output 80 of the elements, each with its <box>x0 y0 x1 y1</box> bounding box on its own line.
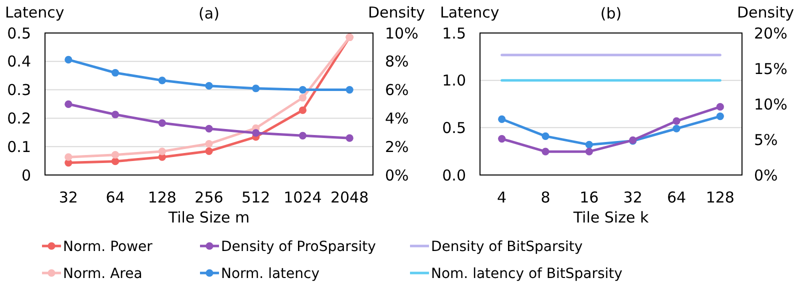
legend-label: Norm. latency <box>221 266 320 282</box>
y2-axis-title: Density <box>368 3 426 22</box>
y2-tick-label: 10% <box>754 95 788 114</box>
x-tick-label: 2048 <box>330 188 369 206</box>
point <box>298 106 307 114</box>
point <box>64 56 72 64</box>
y-tick-label: 0 <box>21 166 31 184</box>
point <box>585 140 593 149</box>
y2-tick-label: 0% <box>754 166 778 184</box>
point <box>158 119 166 127</box>
y2-tick-label: 0% <box>385 166 409 184</box>
point <box>205 140 213 148</box>
legend-label: Norm. Area <box>63 266 142 282</box>
y-tick-label: 0.2 <box>7 109 31 128</box>
x-axis-title: Tile Size m <box>167 208 250 226</box>
x-axis-title: Tile Size k <box>572 208 649 226</box>
point <box>252 84 260 92</box>
point <box>298 94 307 102</box>
y2-tick-label: 2% <box>385 138 409 156</box>
point <box>64 100 72 108</box>
y2-tick-label: 15% <box>754 60 788 78</box>
point <box>111 151 120 159</box>
y2-tick-label: 4% <box>385 109 409 128</box>
x-tick-label: 32 <box>58 188 78 206</box>
legend-label: Nom. latency of BitSparsity <box>431 266 622 282</box>
point <box>585 148 593 156</box>
x-tick-label: 256 <box>194 188 224 206</box>
y-tick-label: 0.0 <box>442 166 466 184</box>
y-axis-title: Latency <box>5 3 64 22</box>
x-tick-label: 1024 <box>284 188 322 206</box>
point <box>672 117 680 125</box>
x-tick-label: 8 <box>540 188 550 206</box>
y-tick-label: 0.3 <box>7 81 31 100</box>
x-tick-label: 64 <box>106 188 125 206</box>
y-tick-label: 0.1 <box>7 138 31 156</box>
y2-axis-title: Density <box>736 3 794 22</box>
point <box>158 148 166 156</box>
point <box>111 110 120 118</box>
y2-tick-label: 6% <box>385 81 409 100</box>
point <box>111 68 120 77</box>
point <box>205 147 213 155</box>
point <box>346 134 354 142</box>
y2-tick-label: 5% <box>754 130 778 149</box>
chart-title: (a) <box>198 4 220 22</box>
point <box>716 112 724 120</box>
point <box>158 76 166 84</box>
x-tick-label: 128 <box>148 188 176 206</box>
point <box>252 129 260 137</box>
point <box>542 132 550 140</box>
point <box>298 132 307 140</box>
y-tick-label: 0.4 <box>7 52 31 71</box>
point <box>205 124 213 133</box>
y-axis-title: Latency <box>440 3 500 22</box>
legend-label: Norm. Power <box>63 238 153 255</box>
y-tick-label: 0.5 <box>442 118 466 137</box>
x-tick-label: 128 <box>706 188 734 206</box>
legend-label: Density of BitSparsity <box>431 238 583 255</box>
point <box>205 82 213 90</box>
y-tick-label: 1.5 <box>442 24 466 42</box>
x-tick-label: 64 <box>666 188 686 206</box>
legend-label: Density of ProSparsity <box>221 238 376 255</box>
point <box>498 134 506 143</box>
y2-tick-label: 8% <box>385 52 409 71</box>
x-tick-label: 512 <box>242 188 270 206</box>
x-tick-label: 4 <box>497 188 507 206</box>
y2-tick-label: 10% <box>385 24 418 42</box>
point <box>542 148 550 156</box>
point <box>111 158 120 166</box>
point <box>716 103 724 111</box>
y-tick-label: 1.0 <box>442 72 466 90</box>
point <box>498 115 506 123</box>
point <box>346 86 354 94</box>
x-tick-label: 32 <box>623 188 642 206</box>
point <box>298 86 307 94</box>
chart-title: (b) <box>600 4 622 22</box>
point <box>672 124 680 132</box>
point <box>64 153 72 161</box>
y2-tick-label: 20% <box>754 24 788 42</box>
y-tick-label: 0.5 <box>7 24 31 42</box>
x-tick-label: 16 <box>580 188 599 206</box>
